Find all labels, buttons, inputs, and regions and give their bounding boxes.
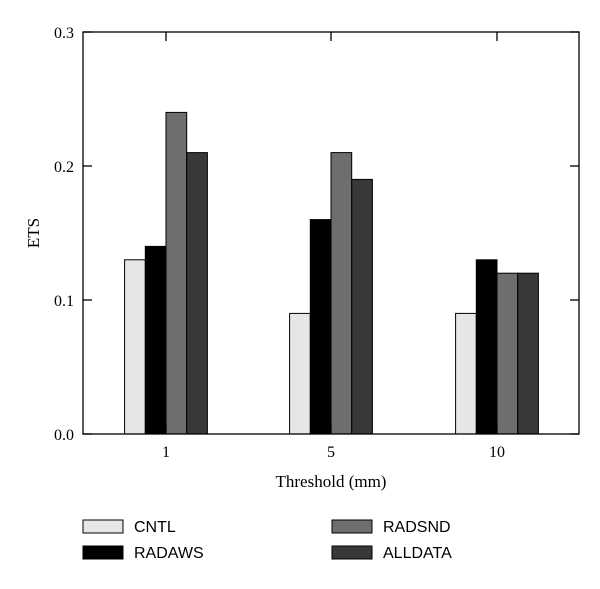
legend-swatch-cntl <box>82 519 124 534</box>
legend-label-alldata: ALLDATA <box>383 545 452 562</box>
legend: CNTL RADAWS RADSND ALLDATA <box>82 519 452 562</box>
y-tick-label: 0.2 <box>54 159 74 176</box>
legend-swatch-radsnd <box>331 519 373 534</box>
legend-label-cntl: CNTL <box>134 519 176 536</box>
y-tick-label: 0.3 <box>54 25 74 42</box>
x-tick-label: 10 <box>489 444 505 461</box>
x-tick-label: 5 <box>327 444 335 461</box>
x-tick-label: 1 <box>162 444 170 461</box>
y-tick-label: 0.1 <box>54 293 74 310</box>
bar-cntl-5 <box>289 312 311 435</box>
tick-labels-group: 0.0 0.1 0.2 0.3 1 5 10 <box>54 25 505 461</box>
legend-label-radaws: RADAWS <box>134 545 204 562</box>
ticks-group <box>83 31 579 435</box>
bars-group <box>124 111 539 435</box>
bar-alldata-1 <box>186 152 208 435</box>
bar-cntl-1 <box>124 259 146 435</box>
y-axis-title: ETS <box>24 218 43 248</box>
legend-label-radsnd: RADSND <box>383 519 451 536</box>
y-tick-label: 0.0 <box>54 427 74 444</box>
bar-alldata-5 <box>351 178 373 435</box>
bar-radsnd-1 <box>165 111 188 435</box>
legend-swatch-alldata <box>331 545 373 560</box>
bar-radaws-1 <box>144 245 167 435</box>
x-axis-title: Threshold (mm) <box>276 472 387 491</box>
bar-cntl-10 <box>455 312 477 435</box>
bar-radsnd-10 <box>496 272 519 435</box>
bar-radaws-10 <box>475 259 498 435</box>
bar-radaws-5 <box>309 219 332 435</box>
bar-alldata-10 <box>517 272 539 435</box>
legend-swatch-radaws <box>82 545 124 560</box>
bar-radsnd-5 <box>330 152 353 435</box>
